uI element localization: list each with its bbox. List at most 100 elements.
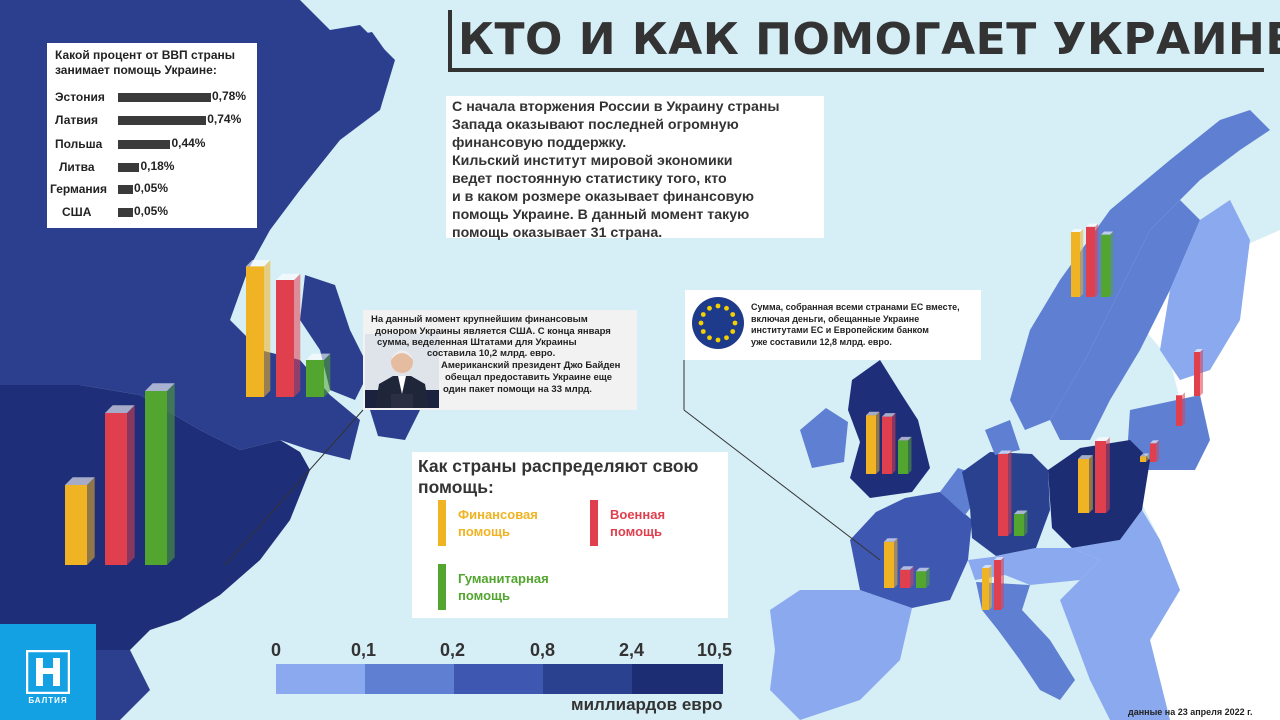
- scale-tick: 0: [271, 640, 282, 660]
- legend-label-line: Военная: [610, 507, 666, 522]
- eu-star: [730, 312, 736, 317]
- baltia-logo-icon: [26, 650, 70, 694]
- scale-segment: [543, 664, 632, 694]
- gdp-country-label: Литва: [59, 160, 95, 174]
- scale-segment: [632, 664, 723, 694]
- eu-note-line: институтами ЕС и Европейским банком: [751, 325, 929, 335]
- europe-landmass: [770, 110, 1280, 720]
- humanitarian-swatch: [438, 564, 446, 610]
- scale-tick: 0,8: [530, 640, 556, 660]
- financial-aid-bar: [982, 565, 992, 610]
- eu-note-line: уже составили 12,8 млрд. евро.: [751, 336, 892, 347]
- eu-note-text: Сумма, собранная всеми странами ЕС вмест…: [751, 302, 960, 348]
- legend-label-line: помощь: [610, 524, 662, 539]
- legend-label-line: Финансовая: [458, 507, 538, 522]
- financial-aid-bar: [884, 538, 898, 588]
- eu-star: [707, 335, 712, 341]
- usa-note-connector: [224, 409, 364, 566]
- scale-tick: 0,1: [351, 640, 377, 660]
- military-aid-bar: [1086, 223, 1099, 297]
- military-aid-bar: [1095, 437, 1110, 513]
- iberia-region: [770, 590, 912, 720]
- gdp-heading-line: Какой процент от ВВП страны: [55, 48, 236, 62]
- baltia-logo: БАЛТИЯ: [0, 624, 96, 720]
- gdp-value-label: 0,05%: [134, 204, 169, 218]
- intro-line: помощь Украине. В данный момент такую: [452, 207, 750, 223]
- gdp-row: Латвия 0,74%: [47, 112, 257, 130]
- usa-note-line: составила 10,2 млрд. евро.: [427, 348, 556, 359]
- scale-segment: [365, 664, 454, 694]
- eastern-land-other: [1120, 230, 1280, 720]
- gdp-heading-line: занимает помощь Украине:: [55, 63, 217, 77]
- intro-line: помощь оказывает 31 страна.: [452, 225, 663, 241]
- scale-segment: [454, 664, 543, 694]
- sweden-region: [1050, 200, 1200, 440]
- legend-label-financial: Финансовая помощь: [458, 506, 538, 540]
- denmark-region: [985, 420, 1020, 455]
- gdp-value-label: 0,05%: [134, 181, 169, 195]
- czech-austria-region: [996, 548, 1100, 585]
- scale-segment: [276, 664, 365, 694]
- legend-label-military: Военная помощь: [610, 506, 665, 540]
- gdp-bar: [118, 93, 211, 102]
- arctic-island-2: [330, 32, 392, 82]
- eu-note-connector-2: [683, 409, 881, 561]
- scale-tick: 2,4: [619, 640, 645, 660]
- baltia-logo-text: БАЛТИЯ: [28, 696, 68, 705]
- gdp-country-label: США: [62, 205, 92, 219]
- financial-aid-bar: [1078, 455, 1093, 513]
- financial-swatch: [438, 500, 446, 546]
- usa-note-line: На данный момент крупнейшим финансовым: [371, 314, 588, 325]
- eu-star: [732, 320, 738, 326]
- country-bars-layer: [65, 223, 1203, 610]
- scale-unit-label: миллиардов евро: [571, 695, 723, 714]
- usa-note-line: донором Украины является США. С конца ян…: [375, 326, 611, 337]
- gdp-share-box: Какой процент от ВВП страны занимает пом…: [47, 43, 257, 228]
- title-frame: КТО И КАК ПОМОГАЕТ УКРАИНЕ: [448, 10, 1280, 72]
- legend-heading: Как страны распределяют свою помощь:: [418, 456, 699, 498]
- intro-line: Запада оказывают последней огромную: [452, 117, 739, 133]
- usa-note-line: один пакет помощи на 33 млрд.: [443, 384, 592, 395]
- financial-aid-bar: [1071, 228, 1084, 297]
- eu-star: [698, 320, 704, 326]
- humanitarian-aid-bar: [898, 436, 912, 474]
- eu-note-line: включая деньги, обещанные Украине: [751, 313, 920, 324]
- legend-heading-line: Как страны распределяют свою: [418, 456, 699, 476]
- financial-aid-bar: [866, 411, 880, 474]
- gdp-heading: Какой процент от ВВП страны занимает пом…: [55, 48, 235, 78]
- military-aid-bar: [994, 557, 1004, 610]
- gdp-value-label: 0,44%: [171, 136, 206, 150]
- military-aid-bar: [998, 450, 1012, 536]
- scale-tick: 0,2: [440, 640, 466, 660]
- eu-star: [715, 303, 721, 309]
- balkans-region: [1060, 510, 1180, 720]
- gdp-country-label: Польша: [55, 137, 103, 151]
- gdp-bar: [118, 140, 171, 149]
- scale-tick: 10,5: [697, 640, 733, 660]
- financial-aid-bar: [65, 477, 95, 565]
- gdp-value-label: 0,18%: [140, 159, 175, 173]
- humanitarian-aid-bar: [145, 383, 175, 565]
- eu-star: [700, 312, 706, 317]
- ireland-region: [800, 408, 848, 468]
- intro-box: С начала вторжения России в Украину стра…: [446, 96, 824, 241]
- gdp-row: Эстония 0,78%: [47, 89, 257, 107]
- usa-note-box: На данный момент крупнейшим финансовым д…: [363, 310, 637, 410]
- intro-line: С начала вторжения России в Украину стра…: [452, 99, 780, 115]
- military-aid-bar: [105, 405, 135, 565]
- gdp-value-label: 0,78%: [212, 89, 247, 103]
- military-aid-bar: [1176, 392, 1185, 426]
- eu-star: [730, 329, 736, 334]
- norway-region: [1010, 110, 1270, 430]
- gdp-row: США 0,05%: [47, 204, 257, 222]
- humanitarian-aid-bar: [1014, 510, 1028, 536]
- legend-label-line: помощь: [458, 524, 510, 539]
- gdp-bar: [118, 163, 140, 172]
- gdp-bar: [118, 185, 133, 194]
- eu-star: [707, 305, 712, 311]
- financial-aid-bar: [1140, 453, 1149, 462]
- intro-line: и в каком розмере оказывает финансовую: [452, 189, 754, 205]
- gdp-row: Литва 0,18%: [47, 159, 257, 177]
- eu-star: [715, 337, 721, 343]
- finland-region: [1160, 200, 1250, 380]
